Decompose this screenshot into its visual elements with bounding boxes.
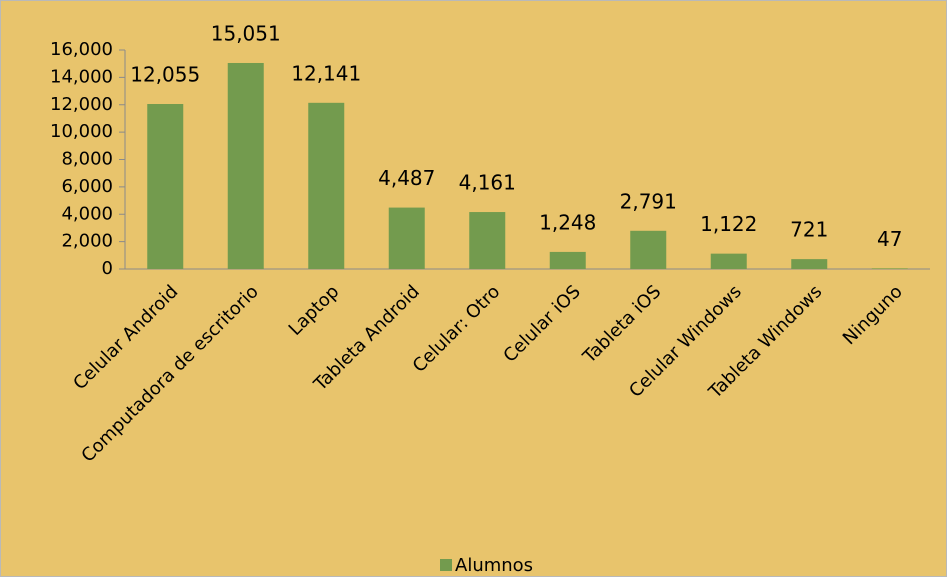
bar (388, 207, 425, 269)
data-label: 1,248 (539, 210, 596, 234)
y-tick-label: 2,000 (61, 231, 113, 252)
data-label: 2,791 (620, 189, 677, 213)
y-tick-label: 16,000 (50, 39, 113, 60)
bar (308, 102, 345, 269)
bar (147, 103, 184, 269)
bar (549, 251, 586, 269)
legend-label: Alumnos (455, 555, 533, 576)
y-tick-label: 10,000 (50, 121, 113, 142)
bar (710, 253, 747, 269)
data-label: 15,051 (211, 21, 281, 45)
data-label: 4,161 (459, 171, 516, 195)
bar (469, 212, 506, 269)
data-label: 12,055 (130, 62, 200, 86)
y-tick-label: 8,000 (61, 149, 113, 170)
legend-swatch (440, 559, 452, 571)
bar (791, 259, 828, 269)
data-label: 1,122 (700, 212, 757, 236)
y-tick-label: 6,000 (61, 176, 113, 197)
bar (871, 268, 908, 269)
bar (227, 62, 264, 269)
y-tick-label: 0 (102, 258, 113, 279)
y-tick-label: 4,000 (61, 203, 113, 224)
data-label: 721 (790, 218, 828, 242)
data-label: 12,141 (291, 61, 361, 85)
data-label: 4,487 (378, 166, 435, 190)
y-tick-label: 14,000 (50, 66, 113, 87)
bar (630, 230, 667, 269)
data-label: 47 (877, 227, 902, 251)
y-tick-label: 12,000 (50, 94, 113, 115)
